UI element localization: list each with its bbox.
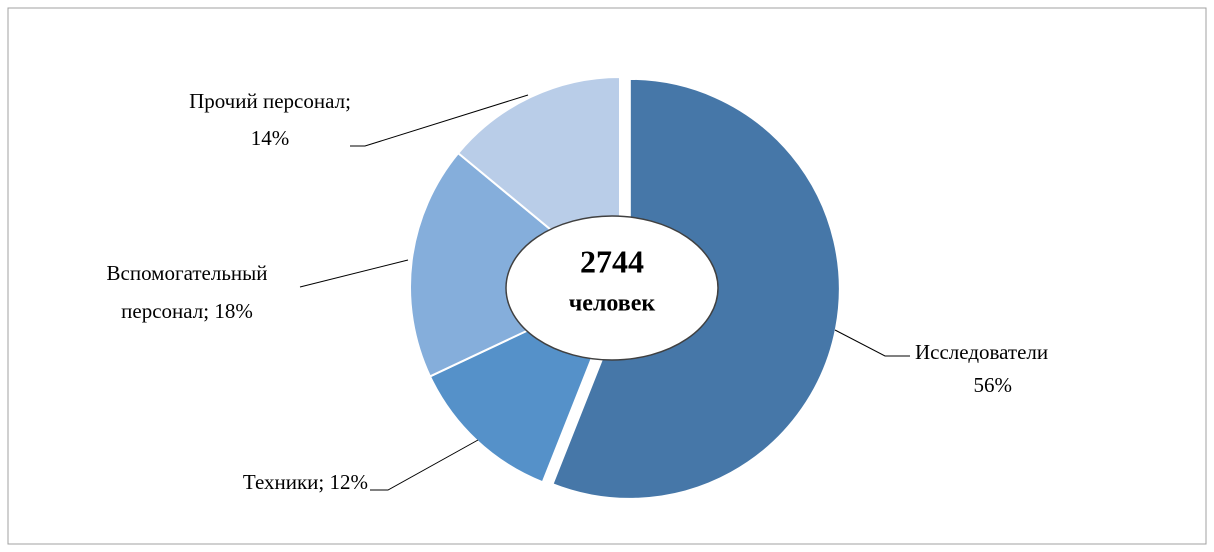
data-label: Прочий персонал; (189, 89, 351, 113)
data-label: Техники; 12% (243, 470, 368, 494)
data-label: Исследователи (915, 340, 1048, 364)
chart-frame (7, 7, 1207, 545)
data-label: персонал; 18% (121, 299, 253, 323)
leader-line (834, 329, 910, 357)
center-unit: человек (569, 291, 656, 317)
leader-line (299, 259, 409, 288)
leader-line (370, 439, 479, 491)
data-label: 56% (974, 373, 1013, 397)
data-label: Вспомогательный (107, 261, 268, 285)
leader-line (350, 94, 529, 147)
data-label: 14% (251, 126, 290, 150)
donut-hole (505, 215, 719, 361)
center-value: 2744 (580, 243, 644, 279)
